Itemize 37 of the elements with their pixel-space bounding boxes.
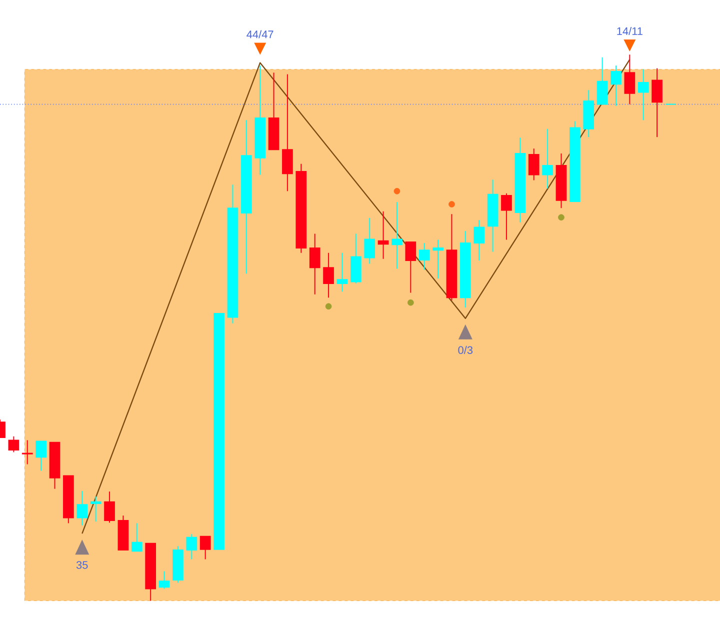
text: 44/47 xyxy=(246,30,274,38)
annotation: 0/3 xyxy=(458,346,473,354)
candlestick xyxy=(131,522,142,552)
candlestick xyxy=(336,252,348,292)
candlestick xyxy=(405,241,416,294)
point xyxy=(325,303,332,310)
candlestick xyxy=(474,220,485,262)
annotation: 35 xyxy=(76,561,88,569)
candlestick xyxy=(542,128,553,189)
candlestick xyxy=(501,192,512,240)
candlestick xyxy=(378,210,389,260)
candlestick xyxy=(76,490,88,526)
candlestick xyxy=(392,202,402,270)
candlestick xyxy=(36,440,46,472)
candlestick xyxy=(104,491,115,524)
candlestick xyxy=(432,239,444,280)
point xyxy=(407,299,414,306)
candlestick xyxy=(22,440,33,465)
point xyxy=(394,188,400,194)
candlestick xyxy=(418,242,430,270)
candlestick xyxy=(200,536,211,560)
text: 14/11 xyxy=(617,26,642,36)
candlestick xyxy=(309,233,320,295)
candlestick xyxy=(158,570,170,590)
candlestick xyxy=(624,54,636,105)
candlestick xyxy=(596,56,608,105)
candlestick xyxy=(638,68,649,121)
candlestick xyxy=(90,496,102,522)
candlestick xyxy=(8,436,20,453)
candlestick xyxy=(652,68,662,138)
candlestick xyxy=(364,217,376,264)
candlestick xyxy=(186,534,198,560)
candlestick xyxy=(610,65,622,106)
point xyxy=(448,201,455,208)
candlestick xyxy=(528,148,540,181)
point xyxy=(558,214,564,221)
candlestick xyxy=(323,252,334,298)
